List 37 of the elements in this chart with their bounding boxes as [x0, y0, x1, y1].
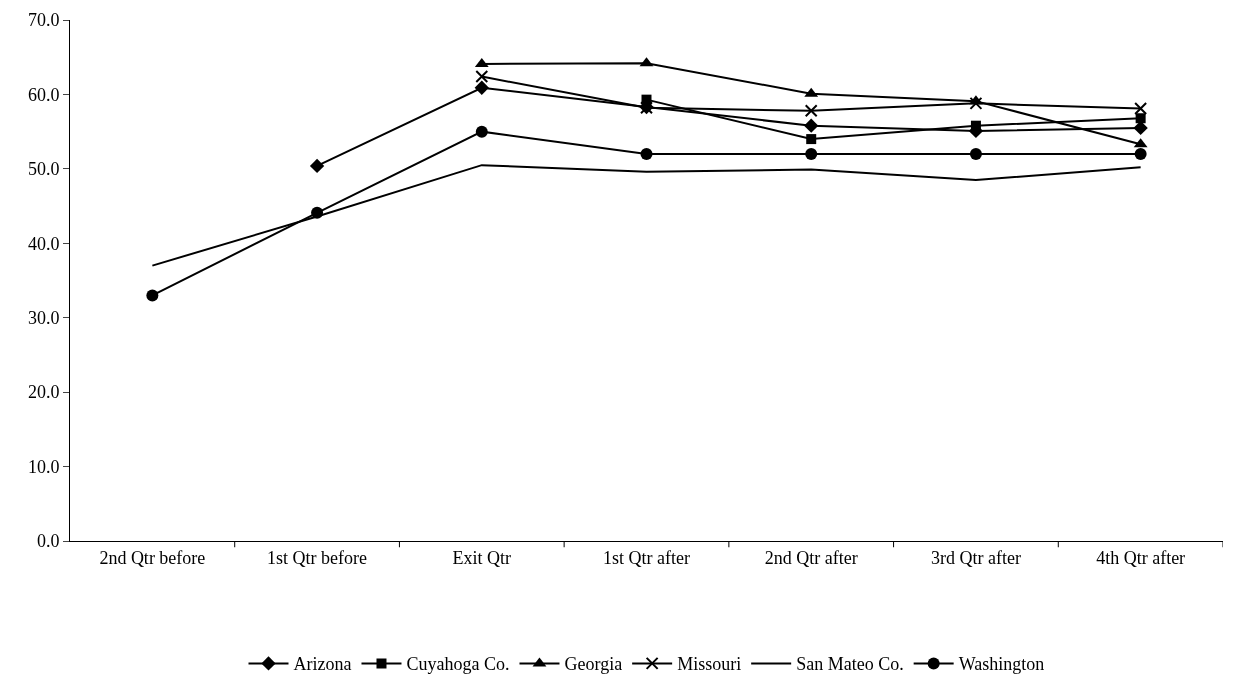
- point: [475, 125, 488, 138]
- legend-label: Missouri: [677, 654, 742, 675]
- legend-label: San Mateo Co.: [796, 654, 904, 675]
- legend-label: Georgia: [564, 654, 623, 675]
- y-tick-label: 70.0: [27, 10, 60, 31]
- y-tick-label: 30.0: [27, 308, 60, 329]
- x-tick-label: 2nd Qtr after: [764, 547, 858, 568]
- x-tick-label: 3rd Qtr after: [930, 547, 1021, 568]
- legend-label: Arizona: [293, 654, 352, 675]
- y-tick-label: 50.0: [27, 159, 60, 180]
- point: [309, 158, 325, 174]
- point: [804, 118, 819, 133]
- x-tick-label: 1st Qtr before: [267, 547, 368, 568]
- point: [1135, 113, 1146, 124]
- x-tick-label: 1st Qtr after: [603, 547, 690, 568]
- point: [146, 289, 159, 302]
- legend-label: Cuyahoga Co.: [406, 654, 510, 675]
- y-tick-label: 40.0: [27, 233, 60, 254]
- x-tick-label: Exit Qtr: [452, 547, 512, 568]
- y-tick-label: 0.0: [36, 531, 60, 552]
- point: [311, 206, 324, 219]
- point: [1134, 102, 1148, 116]
- x-tick-label: 2nd Qtr before: [99, 547, 206, 568]
- y-tick-label: 10.0: [27, 456, 60, 477]
- point: [1134, 147, 1147, 160]
- point: [806, 134, 817, 145]
- point: [969, 96, 983, 110]
- x-tick-label: 4th Qtr after: [1096, 547, 1186, 568]
- point: [474, 80, 489, 95]
- point: [969, 147, 982, 160]
- legend-label: Washington: [958, 654, 1045, 675]
- y-tick-label: 20.0: [27, 382, 60, 403]
- point: [475, 70, 489, 84]
- y-tick-label: 60.0: [27, 84, 60, 105]
- point: [804, 104, 818, 118]
- point: [640, 147, 653, 160]
- point: [805, 147, 818, 160]
